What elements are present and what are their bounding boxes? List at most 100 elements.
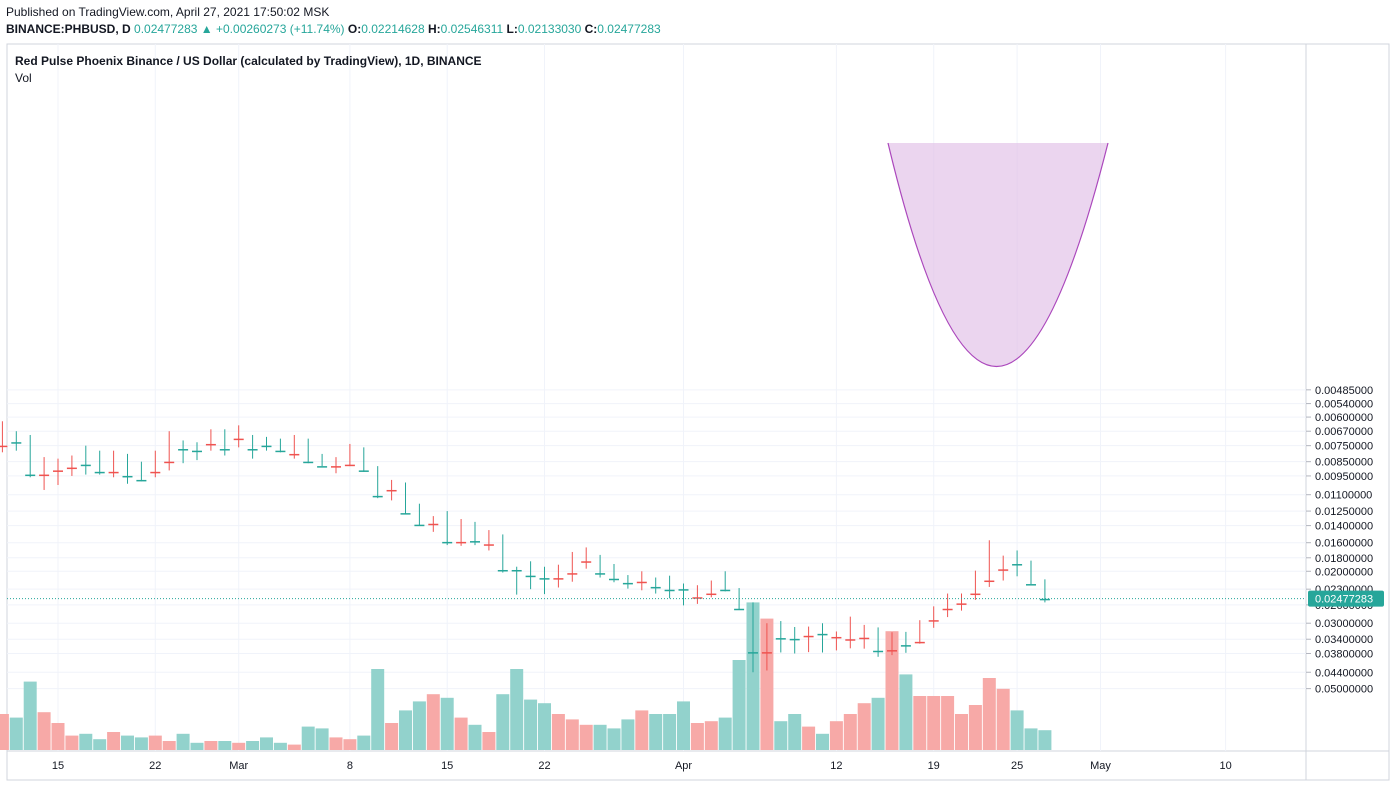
candle (539, 566, 550, 595)
volume-bar (37, 712, 51, 750)
candle (859, 624, 870, 649)
candle (595, 554, 606, 578)
candle-body (261, 445, 272, 448)
candle (456, 519, 467, 546)
volume-bar (955, 714, 968, 750)
time-tick-label: 22 (538, 760, 550, 772)
candlesticks (0, 421, 1050, 673)
candle-body (0, 445, 8, 448)
candle (845, 616, 856, 649)
volume-bar (315, 728, 329, 750)
volume-bar (454, 717, 468, 750)
candle-body (94, 471, 105, 474)
volume-bar (579, 724, 593, 750)
volume-bar (426, 694, 440, 750)
candle-body (678, 589, 689, 591)
candle (650, 577, 661, 594)
candle-body (80, 464, 91, 467)
volume-bar (357, 735, 371, 750)
price-tick-label: 0.01400000 (1315, 521, 1373, 533)
volume-bar (677, 701, 690, 750)
volume-bar (885, 631, 899, 750)
volume-bar (843, 714, 857, 750)
candle-body (39, 474, 50, 477)
volume-bar (899, 674, 913, 750)
candle (956, 593, 967, 611)
candle-body (372, 495, 383, 498)
candle (692, 585, 703, 604)
time-axis-labels: 15 22 Mar 8 15 22 Apr 12 19 25 May 10 (52, 760, 1232, 772)
candle-body (122, 475, 133, 478)
symbol-label: BINANCE:PHBUSD, D (6, 22, 131, 36)
volume-bar (79, 733, 93, 750)
candle-body (205, 443, 216, 446)
candle (928, 606, 939, 628)
candle-body (1026, 584, 1036, 586)
close-label: C: (584, 22, 598, 36)
candle-body (956, 603, 967, 605)
candle-body (942, 608, 953, 611)
candle-body (497, 569, 508, 572)
volume-bar (496, 694, 510, 750)
candle (372, 466, 383, 499)
candle-body (789, 638, 800, 641)
candle-body (817, 633, 828, 636)
candle-body (150, 471, 161, 474)
candle (178, 440, 189, 464)
candle-body (247, 449, 258, 451)
cup-pattern-drawing[interactable] (887, 142, 1109, 367)
candle-body (692, 597, 703, 599)
volume-bar (996, 688, 1010, 750)
volume-bar (774, 721, 788, 750)
candle (1026, 560, 1036, 586)
candle-body (567, 573, 578, 575)
candle-body (900, 645, 911, 647)
candle-body (1012, 564, 1023, 566)
candle-body (53, 470, 63, 472)
candle (803, 626, 814, 653)
candle (998, 555, 1009, 581)
volume-bar (343, 739, 357, 750)
candle-body (539, 578, 550, 580)
open-value: 0.02214628 (361, 22, 425, 36)
candle (511, 566, 522, 595)
candle-body (192, 450, 202, 453)
volume-bar (704, 721, 718, 750)
candle (1039, 579, 1050, 603)
high-value: 0.02546311 (440, 22, 504, 36)
candle (664, 575, 675, 599)
candle (887, 632, 897, 656)
symbol-ohlc-line: BINANCE:PHBUSD, D 0.02477283 ▲ +0.002602… (6, 22, 661, 36)
candle-body (456, 541, 467, 544)
volume-bar (565, 719, 579, 750)
volume-legend: Vol (15, 71, 32, 85)
candle-body (984, 580, 995, 583)
time-tick-label: 15 (441, 760, 453, 772)
volume-bars (0, 602, 1052, 750)
candle-body (845, 639, 856, 641)
candle (720, 571, 731, 592)
price-tick-label: 0.03400000 (1315, 634, 1373, 646)
candle (761, 623, 772, 671)
candle (622, 575, 633, 589)
volume-bar (857, 703, 871, 750)
candle (108, 450, 119, 478)
candle-body (470, 541, 480, 543)
candle (706, 580, 717, 598)
volume-bar (982, 678, 996, 750)
open-label: O: (347, 22, 362, 36)
close-value: 0.02477283 (597, 22, 661, 36)
volume-bar (621, 719, 635, 750)
candle-body (970, 593, 981, 596)
time-tick-label: May (1090, 760, 1111, 772)
cup-outline (887, 142, 1109, 367)
candle (150, 450, 161, 478)
volume-bar (829, 721, 843, 750)
candle (289, 434, 300, 459)
candle (39, 457, 50, 490)
last-price-value: 0.02477283 (134, 22, 198, 36)
chart-title-legend: Red Pulse Phoenix Binance / US Dollar (c… (15, 54, 482, 68)
time-tick-label: 10 (1219, 760, 1231, 772)
candle (442, 511, 453, 546)
